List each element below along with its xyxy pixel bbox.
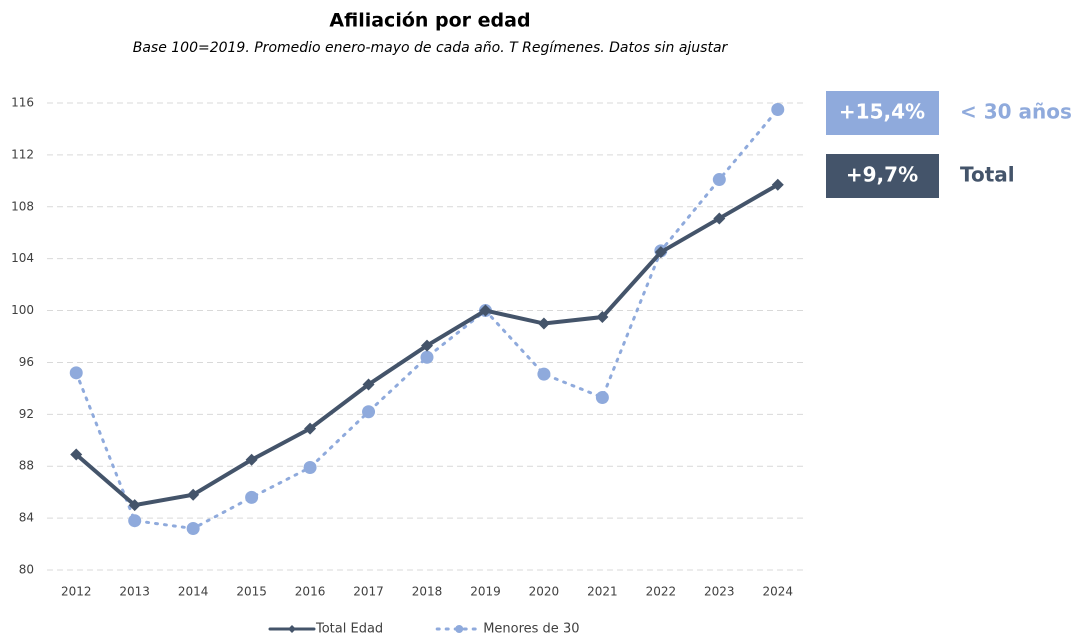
- chart-title: Afiliación por edad: [329, 10, 530, 32]
- data-point: [771, 102, 785, 116]
- data-point: [69, 366, 83, 380]
- y-tick-label: 84: [19, 511, 34, 525]
- x-tick-label: 2016: [295, 585, 326, 599]
- annotation-value: +15,4%: [839, 100, 925, 124]
- data-point: [186, 521, 200, 535]
- x-tick-label: 2018: [412, 585, 443, 599]
- data-point: [712, 173, 726, 187]
- data-point: [303, 461, 317, 475]
- x-tick-label: 2015: [236, 585, 267, 599]
- legend-label: Menores de 30: [483, 622, 579, 637]
- legend-label: Total Edad: [315, 622, 383, 637]
- x-tick-label: 2014: [178, 585, 209, 599]
- data-point: [596, 311, 609, 324]
- data-point: [362, 405, 376, 419]
- y-tick-label: 96: [19, 355, 34, 369]
- data-point: [420, 350, 434, 364]
- x-tick-label: 2022: [646, 585, 677, 599]
- data-point: [479, 304, 492, 317]
- data-point: [245, 453, 258, 466]
- data-point: [187, 488, 200, 501]
- annotation-value: +9,7%: [846, 163, 918, 187]
- x-tick-label: 2017: [353, 585, 384, 599]
- data-point: [537, 367, 551, 381]
- annotation-label: < 30 años: [960, 100, 1072, 124]
- y-tick-label: 104: [11, 251, 34, 265]
- y-tick-label: 112: [11, 147, 34, 161]
- x-tick-label: 2020: [529, 585, 560, 599]
- y-tick-label: 108: [11, 199, 34, 213]
- x-tick-label: 2023: [704, 585, 735, 599]
- data-point: [595, 390, 609, 404]
- data-point: [128, 514, 142, 528]
- annotation-badge: [826, 91, 939, 135]
- x-tick-label: 2012: [61, 585, 92, 599]
- data-point: [537, 317, 550, 330]
- chart-subtitle: Base 100=2019. Promedio enero-mayo de ca…: [133, 40, 729, 56]
- data-point: [654, 246, 667, 259]
- data-point: [70, 448, 83, 461]
- legend-marker: [288, 625, 296, 633]
- y-tick-label: 116: [11, 96, 34, 110]
- annotation-label: Total: [960, 163, 1015, 187]
- legend-marker: [455, 625, 464, 633]
- data-point: [771, 178, 784, 191]
- x-tick-label: 2024: [762, 585, 793, 599]
- x-tick-label: 2013: [119, 585, 150, 599]
- y-tick-label: 80: [19, 563, 34, 577]
- data-point: [304, 422, 317, 435]
- data-point: [421, 339, 433, 352]
- series-line: [74, 107, 780, 531]
- annotation-badge: [826, 154, 939, 198]
- x-tick-label: 2019: [470, 585, 501, 599]
- data-point: [128, 499, 141, 512]
- y-tick-label: 100: [11, 303, 34, 317]
- x-tick-label: 2021: [587, 585, 618, 599]
- data-point: [713, 212, 726, 225]
- y-tick-label: 92: [19, 407, 34, 421]
- data-point: [362, 378, 375, 391]
- data-point: [245, 490, 259, 504]
- y-tick-label: 88: [19, 459, 34, 473]
